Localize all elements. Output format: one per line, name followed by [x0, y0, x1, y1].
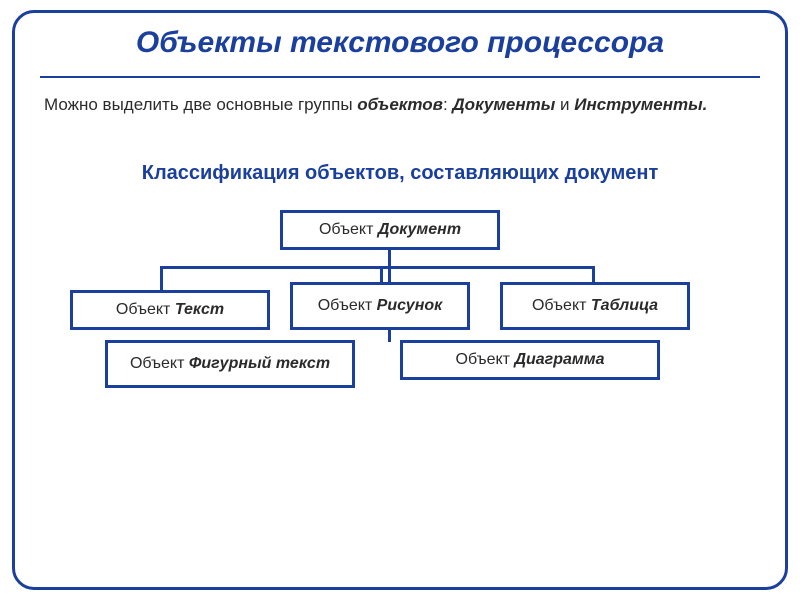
hierarchy-diagram: Объект ДокументОбъект ТекстОбъект Рисуно… [0, 210, 800, 430]
node-prefix: Объект [318, 297, 377, 314]
intro-prefix: Можно выделить две основные группы [44, 95, 357, 114]
title-underline [40, 76, 760, 78]
intro-em-tools: Инструменты. [574, 95, 707, 114]
connector [160, 266, 595, 269]
node-prefix: Объект [116, 301, 175, 318]
node-label: Документ [378, 221, 461, 238]
node-label: Рисунок [377, 297, 443, 314]
intro-text: Можно выделить две основные группы объек… [44, 94, 760, 117]
connector [160, 266, 163, 290]
node-table: Объект Таблица [500, 282, 690, 330]
subtitle: Классификация объектов, составляющих док… [0, 162, 800, 185]
intro-mid2: и [555, 95, 574, 114]
node-prefix: Объект [319, 221, 378, 238]
node-root: Объект Документ [280, 210, 500, 250]
intro-em-documents: Документы [452, 95, 555, 114]
page-title: Объекты текстового процессора [0, 26, 800, 60]
node-label: Фигурный текст [189, 355, 330, 372]
node-prefix: Объект [130, 355, 189, 372]
node-prefix: Объект [532, 297, 591, 314]
intro-mid: : [443, 95, 452, 114]
connector [380, 266, 383, 282]
intro-em-objects: объектов [357, 95, 443, 114]
node-label: Диаграмма [514, 351, 604, 368]
node-figtxt: Объект Фигурный текст [105, 340, 355, 388]
node-label: Текст [175, 301, 224, 318]
node-pic: Объект Рисунок [290, 282, 470, 330]
node-prefix: Объект [456, 351, 515, 368]
connector [592, 266, 595, 282]
node-text: Объект Текст [70, 290, 270, 330]
node-label: Таблица [591, 297, 658, 314]
node-chart: Объект Диаграмма [400, 340, 660, 380]
